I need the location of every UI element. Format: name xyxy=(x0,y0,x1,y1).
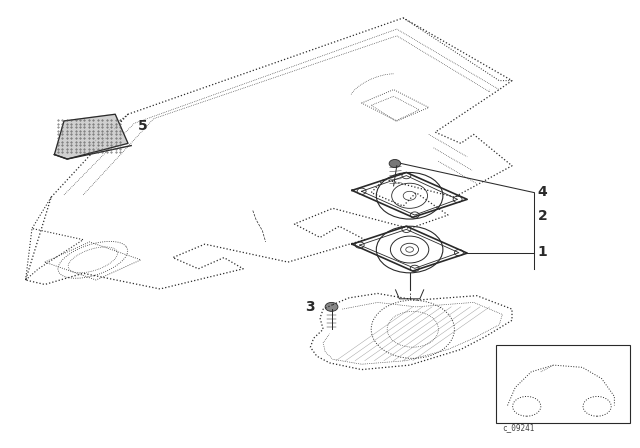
Text: c_09241: c_09241 xyxy=(502,423,535,432)
Text: 4: 4 xyxy=(538,185,547,199)
Text: 3: 3 xyxy=(305,300,314,314)
Polygon shape xyxy=(54,114,128,159)
Text: 1: 1 xyxy=(538,245,547,259)
Circle shape xyxy=(325,302,338,311)
Text: 2: 2 xyxy=(538,208,547,223)
Circle shape xyxy=(389,159,401,168)
Text: 5: 5 xyxy=(138,119,147,133)
Bar xyxy=(496,345,630,423)
